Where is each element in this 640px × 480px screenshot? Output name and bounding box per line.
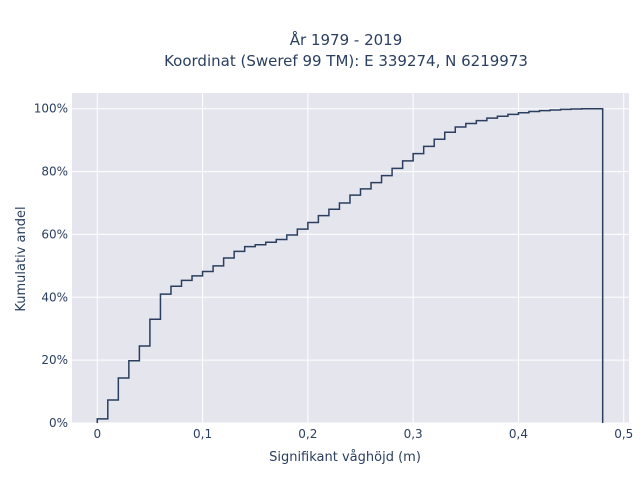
y-tick-label: 0% [49, 416, 68, 430]
y-tick-label: 40% [41, 290, 68, 304]
x-axis-ticks: 0 0,1 0,2 0,3 0,4 0,5 [93, 427, 633, 441]
ecdf-series-line [96, 107, 604, 423]
x-tick-label: 0 [93, 427, 101, 441]
x-axis-title: Signifikant våghöjd (m) [269, 450, 421, 465]
grid-lines [72, 93, 629, 424]
x-tick-label: 0,3 [404, 427, 423, 441]
chart-title-line-1: År 1979 - 2019 [290, 30, 403, 49]
x-tick-label: 0,2 [298, 427, 317, 441]
x-tick-label: 0,5 [614, 427, 633, 441]
y-axis-ticks: 0% 20% 40% 60% 80% 100% [34, 102, 68, 430]
x-tick-label: 0,4 [509, 427, 528, 441]
y-tick-label: 60% [41, 227, 68, 241]
y-axis-title: Kumulativ andel [14, 206, 29, 311]
x-tick-label: 0,1 [193, 427, 212, 441]
plot-area [72, 93, 629, 423]
y-tick-label: 20% [41, 353, 68, 367]
y-tick-label: 80% [41, 165, 68, 179]
chart-title-line-2: Koordinat (Sweref 99 TM): E 339274, N 62… [164, 52, 528, 70]
y-tick-label: 100% [34, 102, 68, 116]
